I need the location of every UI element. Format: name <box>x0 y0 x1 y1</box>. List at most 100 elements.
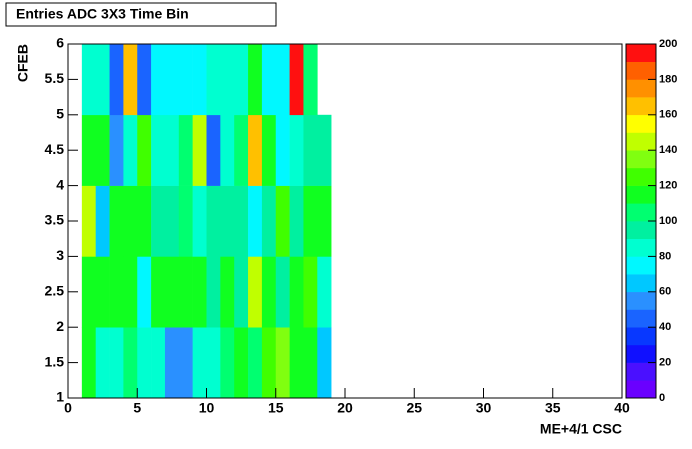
heat-cell <box>178 114 193 186</box>
heat-cell <box>192 114 207 186</box>
heat-cell <box>317 114 332 186</box>
color-scale-band <box>626 79 656 98</box>
heat-cell <box>289 327 304 399</box>
heat-cell <box>248 185 263 257</box>
heat-cell <box>109 114 124 186</box>
heat-cell <box>206 114 221 186</box>
heat-cell <box>151 327 166 399</box>
heat-cell <box>275 327 290 399</box>
heat-cell <box>275 44 290 116</box>
heat-cell <box>123 327 138 399</box>
heat-cell <box>220 114 235 186</box>
heat-cell <box>81 114 96 186</box>
heat-cell <box>137 256 152 328</box>
heat-cell <box>81 44 96 116</box>
x-tick-label: 30 <box>476 400 492 416</box>
heat-cell <box>303 44 318 116</box>
heat-cell <box>275 114 290 186</box>
heat-cell <box>164 327 180 399</box>
x-tick-label: 10 <box>199 400 215 416</box>
heat-cell <box>109 44 124 116</box>
heat-cell <box>317 256 332 328</box>
heat-cell <box>289 44 304 116</box>
heat-cell <box>261 256 277 328</box>
heat-cell <box>248 327 263 399</box>
z-tick-label: 120 <box>659 180 677 192</box>
heat-cell <box>317 327 332 399</box>
color-scale-band <box>626 114 656 133</box>
heat-cell <box>81 185 96 257</box>
heat-cell <box>289 256 304 328</box>
heat-cell <box>178 185 193 257</box>
heat-cell <box>178 256 193 328</box>
color-scale-band <box>626 150 656 169</box>
heat-cell <box>164 256 180 328</box>
heat-cell <box>303 114 318 186</box>
color-scale-band <box>626 380 656 399</box>
heat-cell <box>220 185 235 257</box>
heat-cell <box>303 327 318 399</box>
heat-cell <box>123 114 138 186</box>
heat-cell <box>289 114 304 186</box>
heat-cell <box>95 256 110 328</box>
y-tick-label: 3.5 <box>45 212 65 228</box>
z-tick-label: 100 <box>659 215 677 227</box>
heat-cell <box>151 256 166 328</box>
z-tick-label: 20 <box>659 357 671 369</box>
color-scale-band <box>626 256 656 275</box>
heat-cell <box>81 256 96 328</box>
heat-cell <box>248 256 263 328</box>
heat-cell <box>289 185 304 257</box>
heat-cell <box>192 185 207 257</box>
heat-cell <box>261 114 277 186</box>
color-scale-band <box>626 362 656 381</box>
z-tick-label: 80 <box>659 250 671 262</box>
heat-cell <box>137 44 152 116</box>
heat-cell <box>95 185 110 257</box>
heat-cell <box>178 327 193 399</box>
heat-cell <box>234 114 249 186</box>
z-tick-label: 0 <box>659 392 665 404</box>
y-tick-label: 6 <box>56 35 64 51</box>
heat-cell <box>109 327 124 399</box>
heat-cell <box>317 185 332 257</box>
color-scale-band <box>626 203 656 222</box>
y-axis-label: CFEB <box>15 44 31 82</box>
heat-cell <box>192 327 207 399</box>
color-scale-band <box>626 44 656 62</box>
color-scale-band <box>626 132 656 151</box>
heat-cell <box>234 185 249 257</box>
heat-cell <box>95 114 110 186</box>
heat-cell <box>164 44 180 116</box>
heat-cell <box>206 185 221 257</box>
z-tick-label: 160 <box>659 109 677 121</box>
heat-cell <box>234 256 249 328</box>
heat-cell <box>109 185 124 257</box>
heat-cell <box>151 44 166 116</box>
y-tick-label: 1 <box>56 389 64 405</box>
heat-cell <box>275 185 290 257</box>
heat-cell <box>303 256 318 328</box>
y-tick-label: 2 <box>56 318 64 334</box>
heat-cell <box>151 185 166 257</box>
x-tick-label: 5 <box>133 400 141 416</box>
color-scale-band <box>626 274 656 293</box>
y-tick-label: 1.5 <box>45 353 65 369</box>
y-tick-label: 4.5 <box>45 141 65 157</box>
heat-cell <box>123 185 138 257</box>
heat-cell <box>178 44 193 116</box>
heat-cell <box>123 256 138 328</box>
color-scale-band <box>626 167 656 186</box>
heat-cell <box>275 256 290 328</box>
heat-cell <box>248 44 263 116</box>
y-tick-label: 3 <box>56 247 64 263</box>
x-tick-label: 35 <box>545 400 561 416</box>
heat-cell <box>234 44 249 116</box>
y-tick-label: 2.5 <box>45 283 65 299</box>
color-scale-band <box>626 97 656 116</box>
heat-cell <box>303 185 318 257</box>
heat-cell <box>95 44 110 116</box>
heat-cell <box>234 327 249 399</box>
heat-cell <box>192 256 207 328</box>
heat-cell <box>81 327 96 399</box>
